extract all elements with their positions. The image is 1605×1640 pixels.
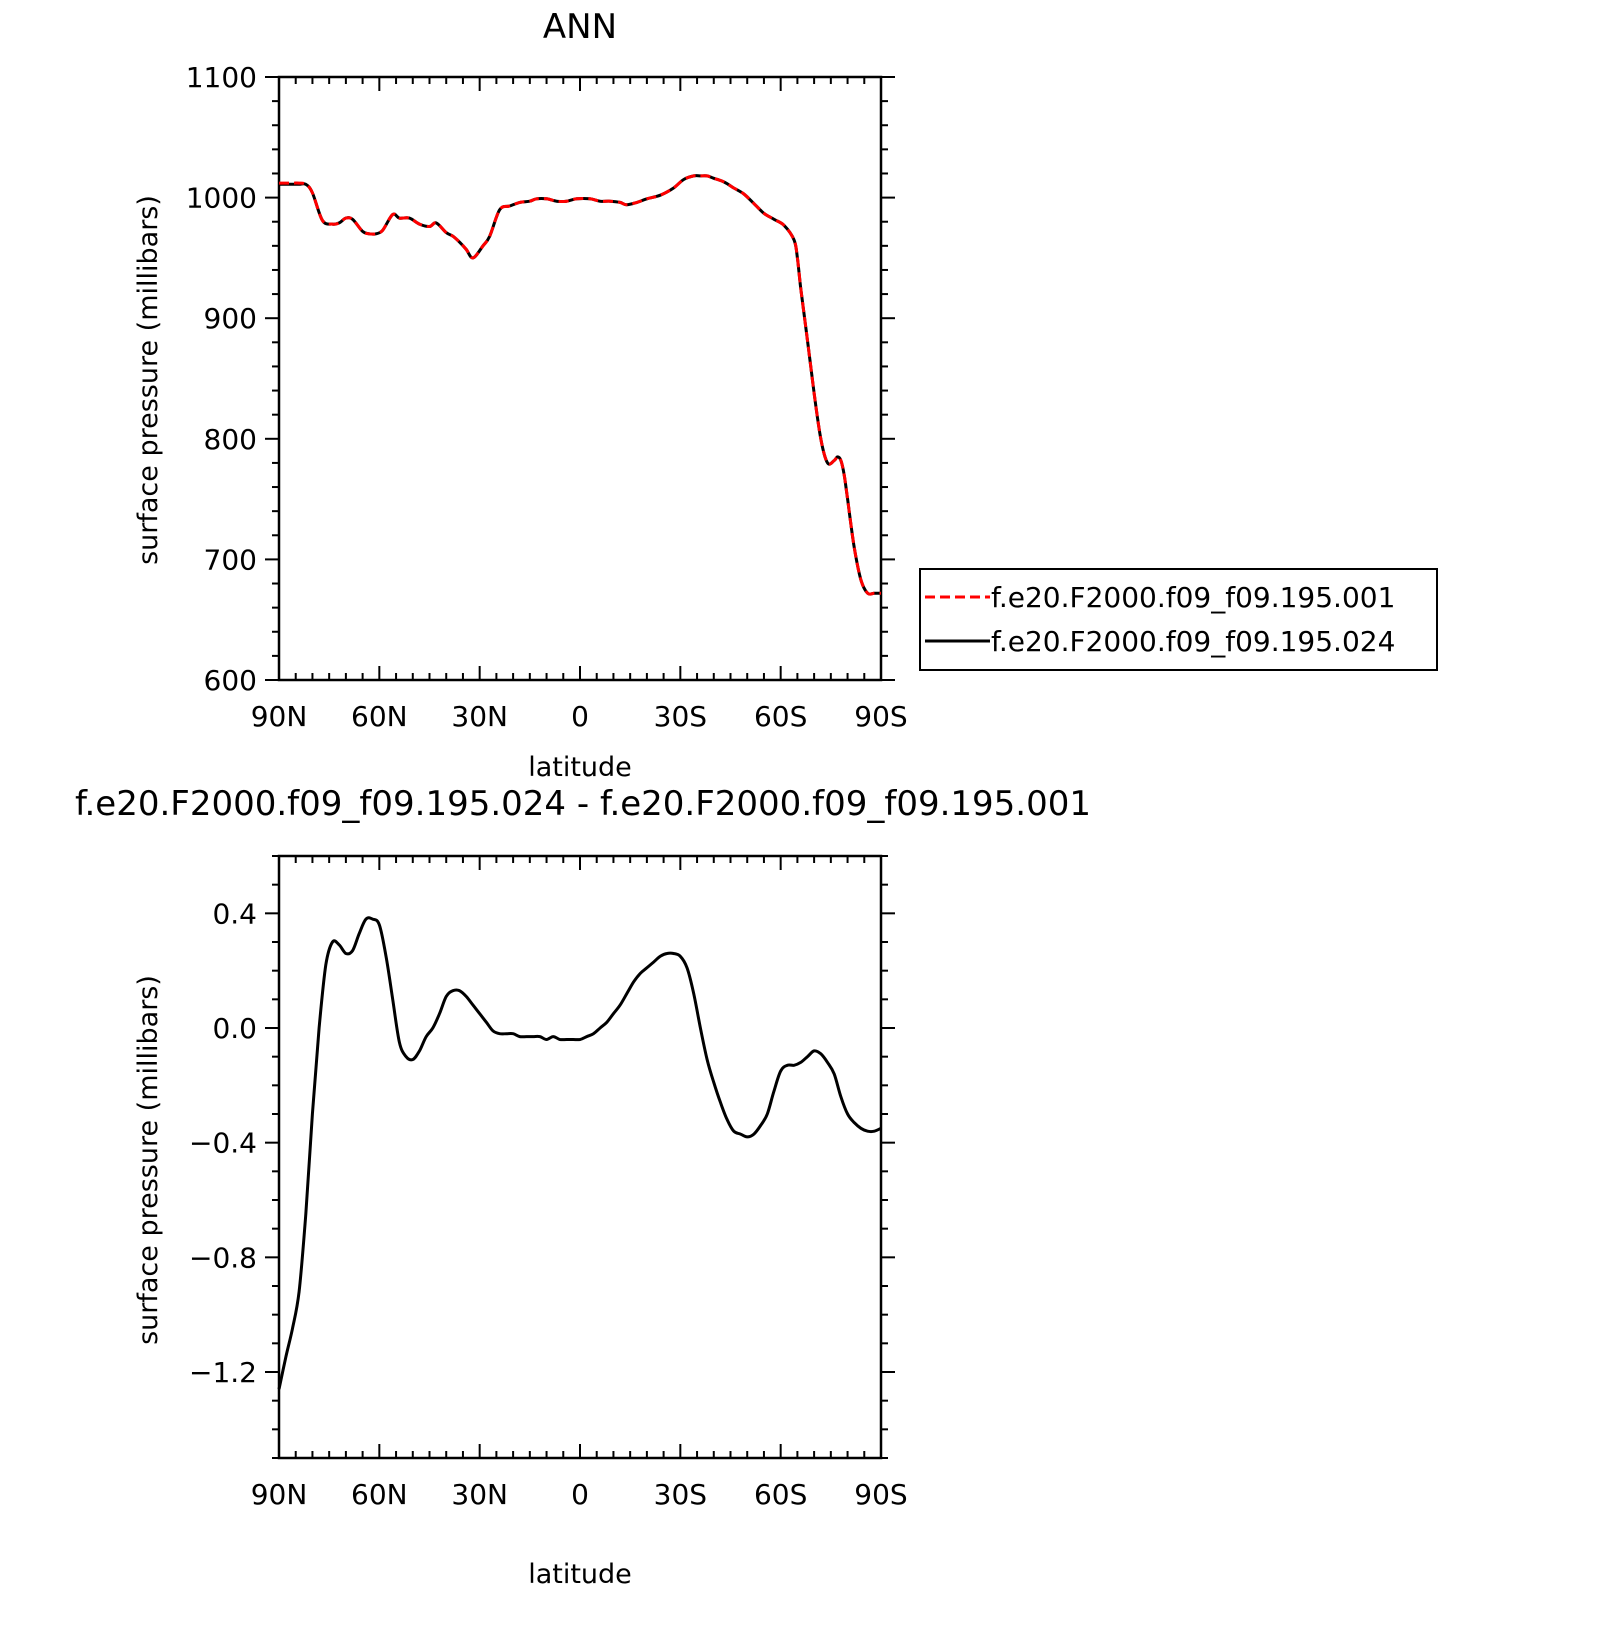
legend-label-024: f.e20.F2000.f09_f09.195.024 bbox=[991, 625, 1395, 658]
bottom-plot-lines bbox=[277, 916, 882, 1390]
bottom-series-line bbox=[277, 916, 882, 1390]
legend: f.e20.F2000.f09_f09.195.001 f.e20.F2000.… bbox=[919, 568, 1438, 671]
top-y-tick-label: 900 bbox=[204, 302, 257, 335]
bottom-x-tick-label: 90N bbox=[251, 1478, 308, 1511]
top-y-tick-label: 600 bbox=[204, 664, 257, 697]
bottom-y-tick-label: −0.4 bbox=[189, 1127, 257, 1160]
top-x-tick-label: 60N bbox=[351, 700, 408, 733]
bottom-plot-title: f.e20.F2000.f09_f09.195.024 - f.e20.F200… bbox=[75, 784, 1091, 824]
top-x-tick-label: 90S bbox=[854, 700, 907, 733]
bottom-x-tick-label: 30S bbox=[654, 1478, 707, 1511]
bottom-y-tick-label: −1.2 bbox=[189, 1356, 257, 1389]
top-plot-ticks: 90N 60N 30N 0 30S 60S 90S 600 700 800 900 1000 1100 bbox=[186, 61, 908, 733]
top-x-tick-label: 30N bbox=[451, 700, 508, 733]
bottom-x-tick-label: 30N bbox=[451, 1478, 508, 1511]
bottom-y-tick-label: 0.0 bbox=[212, 1012, 257, 1045]
top-series-line bbox=[278, 174, 881, 596]
bottom-y-tick-label: 0.4 bbox=[212, 897, 257, 930]
bottom-plot: f.e20.F2000.f09_f09.195.024 - f.e20.F200… bbox=[75, 784, 1091, 1590]
top-plot-xlabel: latitude bbox=[528, 752, 632, 783]
top-plot-frame bbox=[277, 75, 883, 682]
bottom-x-tick-label: 60N bbox=[351, 1478, 408, 1511]
top-y-tick-label: 800 bbox=[204, 423, 257, 456]
top-plot-title: ANN bbox=[543, 7, 617, 47]
top-y-tick-label: 700 bbox=[204, 543, 257, 576]
top-y-tick-label: 1000 bbox=[186, 182, 257, 215]
bottom-y-tick-label: −0.8 bbox=[189, 1241, 257, 1274]
top-plot-lines bbox=[278, 174, 881, 596]
bottom-x-tick-label: 90S bbox=[854, 1478, 907, 1511]
top-x-tick-label: 30S bbox=[654, 700, 707, 733]
bottom-plot-ylabel: surface pressure (millibars) bbox=[133, 975, 164, 1345]
top-series-line bbox=[279, 174, 881, 596]
top-plot-ylabel: surface pressure (millibars) bbox=[133, 195, 164, 565]
bottom-x-tick-label: 0 bbox=[571, 1478, 589, 1511]
bottom-plot-xlabel: latitude bbox=[528, 1559, 632, 1590]
bottom-plot-frame bbox=[277, 854, 883, 1460]
legend-box bbox=[919, 568, 1438, 671]
legend-label-001: f.e20.F2000.f09_f09.195.001 bbox=[991, 581, 1395, 614]
top-x-tick-label: 0 bbox=[571, 700, 589, 733]
top-plot: ANN 90N 60N 30N 0 30S 60S 90S 600 700 800 900 1000 1… bbox=[133, 7, 1438, 783]
bottom-plot-ticks: 90N 60N 30N 0 30S 60S 90S −1.2 −0.8 −0.4 0.0 0.4 bbox=[189, 855, 908, 1511]
bottom-x-tick-label: 60S bbox=[754, 1478, 807, 1511]
top-x-tick-label: 90N bbox=[251, 700, 308, 733]
top-x-tick-label: 60S bbox=[754, 700, 807, 733]
top-y-tick-label: 1100 bbox=[186, 61, 257, 94]
